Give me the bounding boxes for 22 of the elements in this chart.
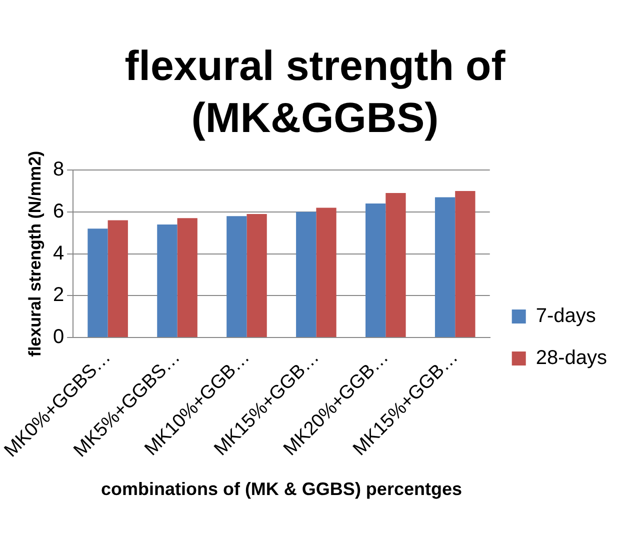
bar — [177, 218, 198, 337]
bar — [157, 224, 178, 337]
y-tick-label: 8 — [52, 158, 64, 181]
bar — [296, 212, 316, 337]
legend-label: 28-days — [536, 347, 608, 370]
y-tick-label: 6 — [52, 200, 64, 222]
x-axis-title: combinations of (MK & GGBS) percentges — [100, 479, 462, 500]
legend-label: 7-days — [536, 305, 596, 328]
bar — [366, 204, 386, 337]
bar — [434, 197, 456, 337]
bar — [226, 216, 247, 337]
bar — [246, 214, 267, 337]
bar — [455, 190, 476, 337]
bar — [88, 228, 108, 337]
bar — [386, 193, 406, 337]
chart-title: flexural strength of (MK&GGBS) — [124, 41, 506, 143]
y-tick-label: 4 — [52, 242, 64, 264]
y-axis-title: flexural strength (N/mm2) — [25, 150, 44, 357]
y-tick-label: 0 — [52, 326, 64, 348]
bar — [108, 220, 128, 337]
y-tick-label: 2 — [52, 284, 64, 306]
bar — [316, 208, 336, 337]
